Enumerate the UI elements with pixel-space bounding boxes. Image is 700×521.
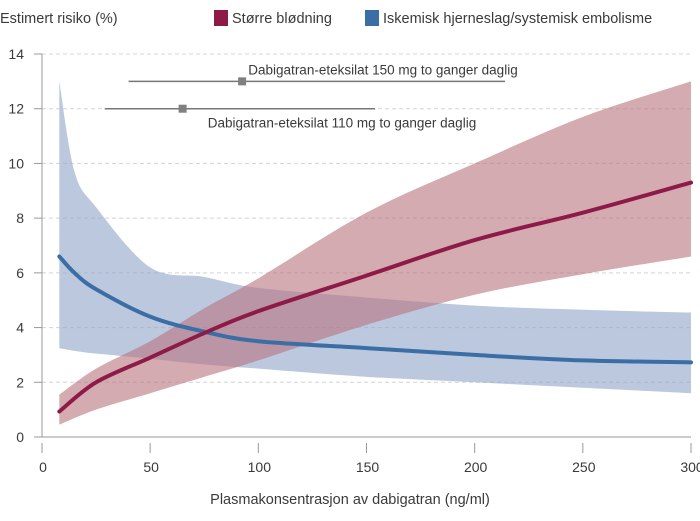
y-tick-label: 6 <box>16 265 24 281</box>
x-tick-label: 300 <box>680 459 700 475</box>
x-tick-label: 100 <box>248 459 272 475</box>
y-tick-label: 2 <box>16 374 24 390</box>
legend-swatch-stroke <box>365 10 379 26</box>
y-axis-label: Estimert risiko (%) <box>0 11 118 27</box>
dose-label: Dabigatran-eteksilat 150 mg to ganger da… <box>248 62 517 77</box>
legend-swatch-bleeding <box>214 10 228 26</box>
y-tick-label: 12 <box>8 101 24 117</box>
confidence-band-bleeding <box>59 81 692 425</box>
x-tick-label: 50 <box>143 459 159 475</box>
y-tick-label: 8 <box>16 210 24 226</box>
series-line-bleeding <box>57 180 693 414</box>
x-tick-label: 150 <box>356 459 380 475</box>
x-tick-label: 0 <box>39 459 47 475</box>
legend-label-stroke: Iskemisk hjerneslag/systemisk embolisme <box>383 11 652 27</box>
y-tick-label: 4 <box>16 320 24 336</box>
x-tick-label: 250 <box>572 459 596 475</box>
dose-label: Dabigatran-eteksilat 110 mg to ganger da… <box>208 116 476 131</box>
series-line-stroke <box>57 254 693 365</box>
x-axis-label: Plasmakonsentrasjon av dabigatran (ng/ml… <box>210 492 490 508</box>
y-tick-label: 10 <box>8 155 24 171</box>
dose-median-marker <box>178 104 187 113</box>
y-tick-label: 14 <box>8 46 24 62</box>
legend: Større blødning Iskemisk hjerneslag/syst… <box>214 10 652 27</box>
x-tick-label: 200 <box>464 459 488 475</box>
dose-median-marker <box>238 77 247 86</box>
y-tick-label: 0 <box>16 429 24 445</box>
legend-label-bleeding: Større blødning <box>232 11 332 27</box>
